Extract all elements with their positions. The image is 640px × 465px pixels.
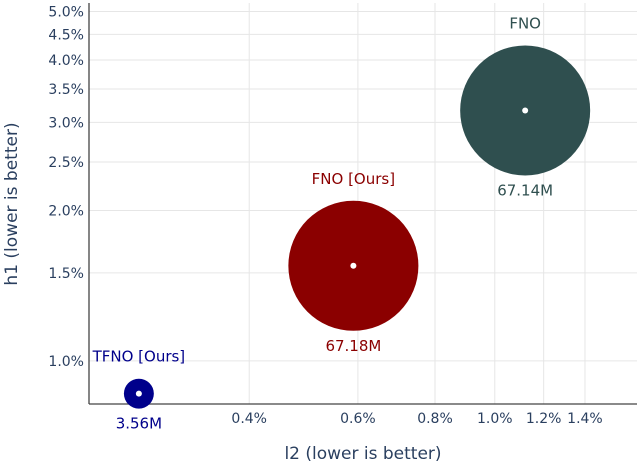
data-points: FNO 67.14M FNO [Ours] 67.18M TFNO [Ours] 3.56…: [92, 14, 591, 433]
data-point: FNO [Ours] 67.18M: [288, 170, 419, 355]
x-tick-label: 1.0%: [477, 411, 513, 427]
point-center-dot: [135, 390, 142, 397]
x-tick-labels: 0.4% 0.6% 0.8% 1.0% 1.2% 1.4%: [231, 411, 602, 427]
x-tick-label: 0.6%: [340, 411, 376, 427]
y-tick-label: 4.0%: [48, 53, 84, 69]
y-tick-label: 4.5%: [48, 27, 84, 43]
y-tick-label: 5.0%: [48, 5, 84, 21]
data-point: FNO 67.14M: [460, 14, 591, 199]
y-tick-label: 2.5%: [48, 155, 84, 171]
x-tick-label: 1.2%: [526, 411, 562, 427]
point-name-label: TFNO [Ours]: [92, 348, 186, 366]
point-params-label: 67.14M: [497, 181, 553, 199]
axes: [88, 3, 637, 405]
point-center-dot: [522, 107, 529, 114]
x-tick-label: 0.4%: [231, 411, 267, 427]
y-axis-title: h1 (lower is better): [2, 122, 22, 285]
x-tick-label: 1.4%: [567, 411, 603, 427]
point-center-dot: [350, 262, 357, 269]
y-tick-label: 3.0%: [48, 115, 84, 131]
point-params-label: 3.56M: [116, 415, 162, 433]
point-name-label: FNO [Ours]: [312, 170, 395, 188]
y-tick-label: 3.5%: [48, 82, 84, 98]
y-tick-label: 1.0%: [48, 354, 84, 370]
data-point: TFNO [Ours] 3.56M: [92, 348, 186, 433]
y-tick-label: 2.0%: [48, 203, 84, 219]
y-tick-labels: 1.0% 1.5% 2.0% 2.5% 3.0% 3.5% 4.0% 4.5% 5.0%: [48, 5, 84, 370]
y-tick-label: 1.5%: [48, 266, 84, 282]
x-axis-title: l2 (lower is better): [284, 444, 441, 464]
point-params-label: 67.18M: [325, 337, 381, 355]
x-tick-label: 0.8%: [417, 411, 453, 427]
point-name-label: FNO: [509, 14, 541, 32]
